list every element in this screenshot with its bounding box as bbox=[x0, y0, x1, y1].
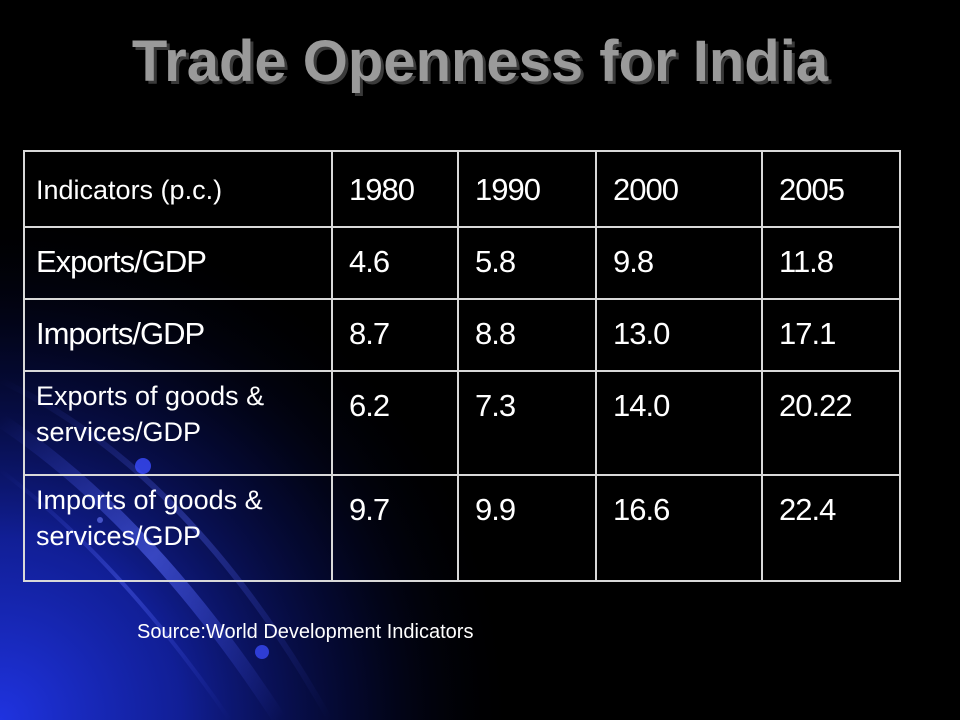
table-cell: 14.0 bbox=[595, 370, 763, 476]
table-cell: 16.6 bbox=[595, 474, 763, 582]
row-label-exports-gdp: Exports/GDP bbox=[23, 226, 333, 300]
indicators-header: Indicators (p.c.) bbox=[23, 150, 333, 228]
row-label-exports-goods-services: Exports of goods & services/GDP bbox=[23, 370, 333, 476]
table-cell: 9.9 bbox=[457, 474, 597, 582]
table-cell: 9.7 bbox=[331, 474, 459, 582]
glow-dot bbox=[255, 645, 269, 659]
source-note: Source:World Development Indicators bbox=[137, 621, 474, 643]
table-cell: 9.8 bbox=[595, 226, 763, 300]
table-cell: 17.1 bbox=[761, 298, 901, 372]
table-cell: 7.3 bbox=[457, 370, 597, 476]
row-label-imports-gdp: Imports/GDP bbox=[23, 298, 333, 372]
table-cell: 6.2 bbox=[331, 370, 459, 476]
row-label-imports-goods-services: Imports of goods & services/GDP bbox=[23, 474, 333, 582]
slide-title: Trade Openness for India bbox=[131, 29, 829, 94]
table-cell: 13.0 bbox=[595, 298, 763, 372]
table-row: Imports/GDP 8.7 8.8 13.0 17.1 bbox=[23, 298, 901, 372]
year-header-2000: 2000 bbox=[595, 150, 763, 228]
trade-openness-table: Indicators (p.c.) 1980 1990 2000 2005 Ex… bbox=[23, 150, 901, 582]
year-header-2005: 2005 bbox=[761, 150, 901, 228]
year-header-1980: 1980 bbox=[331, 150, 459, 228]
table-cell: 4.6 bbox=[331, 226, 459, 300]
table-cell: 8.8 bbox=[457, 298, 597, 372]
table-row: Exports/GDP 4.6 5.8 9.8 11.8 bbox=[23, 226, 901, 300]
table-row: Imports of goods & services/GDP 9.7 9.9 … bbox=[23, 474, 901, 582]
table-cell: 11.8 bbox=[761, 226, 901, 300]
table-cell: 22.4 bbox=[761, 474, 901, 582]
table-header-row: Indicators (p.c.) 1980 1990 2000 2005 bbox=[23, 150, 901, 228]
table-row: Exports of goods & services/GDP 6.2 7.3 … bbox=[23, 370, 901, 476]
table-cell: 20.22 bbox=[761, 370, 901, 476]
year-header-1990: 1990 bbox=[457, 150, 597, 228]
table-cell: 8.7 bbox=[331, 298, 459, 372]
table-cell: 5.8 bbox=[457, 226, 597, 300]
